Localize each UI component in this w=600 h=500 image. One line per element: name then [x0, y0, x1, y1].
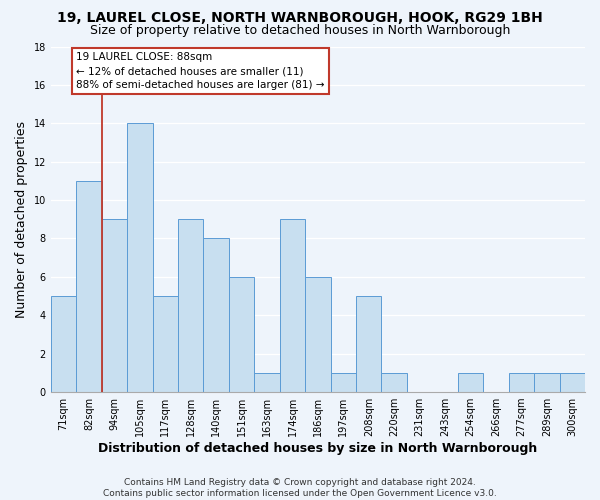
Text: Size of property relative to detached houses in North Warnborough: Size of property relative to detached ho… — [90, 24, 510, 37]
Bar — [305, 277, 331, 392]
Bar — [51, 296, 76, 392]
Text: Contains HM Land Registry data © Crown copyright and database right 2024.
Contai: Contains HM Land Registry data © Crown c… — [103, 478, 497, 498]
X-axis label: Distribution of detached houses by size in North Warnborough: Distribution of detached houses by size … — [98, 442, 538, 455]
Bar — [356, 296, 382, 392]
Bar — [280, 220, 305, 392]
Bar — [76, 181, 101, 392]
Bar — [331, 373, 356, 392]
Text: 19 LAUREL CLOSE: 88sqm
← 12% of detached houses are smaller (11)
88% of semi-det: 19 LAUREL CLOSE: 88sqm ← 12% of detached… — [76, 52, 325, 90]
Bar — [534, 373, 560, 392]
Text: 19, LAUREL CLOSE, NORTH WARNBOROUGH, HOOK, RG29 1BH: 19, LAUREL CLOSE, NORTH WARNBOROUGH, HOO… — [57, 11, 543, 25]
Bar — [203, 238, 229, 392]
Bar — [152, 296, 178, 392]
Bar — [229, 277, 254, 392]
Bar — [458, 373, 483, 392]
Bar — [178, 220, 203, 392]
Bar — [560, 373, 585, 392]
Bar — [509, 373, 534, 392]
Bar — [101, 220, 127, 392]
Bar — [254, 373, 280, 392]
Bar — [382, 373, 407, 392]
Y-axis label: Number of detached properties: Number of detached properties — [15, 121, 28, 318]
Bar — [127, 124, 152, 392]
